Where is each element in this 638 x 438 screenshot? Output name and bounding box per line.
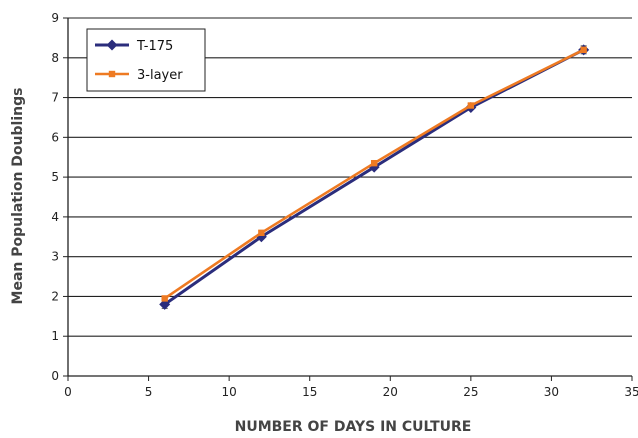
legend-box — [86, 28, 206, 92]
data-point-1-0 — [161, 295, 168, 302]
axes — [63, 17, 633, 381]
y-tick-label-7: 7 — [51, 91, 59, 105]
legend: T-175 3-layer — [86, 28, 206, 92]
data-point-1-4 — [580, 46, 587, 54]
series-layer — [159, 44, 590, 310]
legend-swatch-marker-0 — [106, 39, 118, 51]
y-tick-label-1: 1 — [51, 329, 59, 343]
x-tick-label-10: 10 — [222, 385, 237, 399]
y-tick-label-4: 4 — [51, 210, 59, 224]
legend-entry-1: 3-layer — [95, 68, 183, 83]
legend-entry-0: T-175 — [95, 39, 173, 54]
series-1 — [161, 46, 587, 302]
x-tick-label-15: 15 — [302, 385, 317, 399]
data-point-0-0 — [159, 298, 171, 310]
y-tick-label-6: 6 — [51, 130, 59, 144]
x-axis-title: NUMBER OF DAYS IN CULTURE — [235, 419, 472, 435]
y-tick-label-0: 0 — [51, 369, 59, 383]
data-point-1-3 — [467, 102, 475, 109]
x-tick-label-25: 25 — [463, 385, 478, 399]
y-tick-labels: 0 1 2 3 4 5 6 7 8 9 — [51, 11, 59, 383]
data-point-1-1 — [258, 229, 265, 236]
x-tick-label-0: 0 — [64, 385, 72, 399]
x-tick-labels: 0 5 10 15 20 25 30 35 — [64, 385, 638, 399]
y-axis-title: Mean Population Doublings — [10, 88, 26, 305]
x-tick-label-30: 30 — [544, 385, 559, 399]
legend-label-1: 3-layer — [137, 68, 183, 83]
x-tick-label-20: 20 — [383, 385, 398, 399]
legend-label-0: T-175 — [136, 39, 173, 54]
x-tick-label-35: 35 — [624, 385, 638, 399]
x-tick-label-5: 5 — [145, 385, 153, 399]
y-tick-label-2: 2 — [51, 289, 59, 303]
data-point-1-2 — [370, 159, 378, 167]
y-tick-label-8: 8 — [51, 51, 59, 65]
y-tick-label-3: 3 — [51, 250, 59, 264]
y-tick-label-5: 5 — [51, 170, 59, 184]
legend-swatch-marker-1 — [108, 70, 116, 78]
y-tick-label-9: 9 — [51, 11, 59, 25]
